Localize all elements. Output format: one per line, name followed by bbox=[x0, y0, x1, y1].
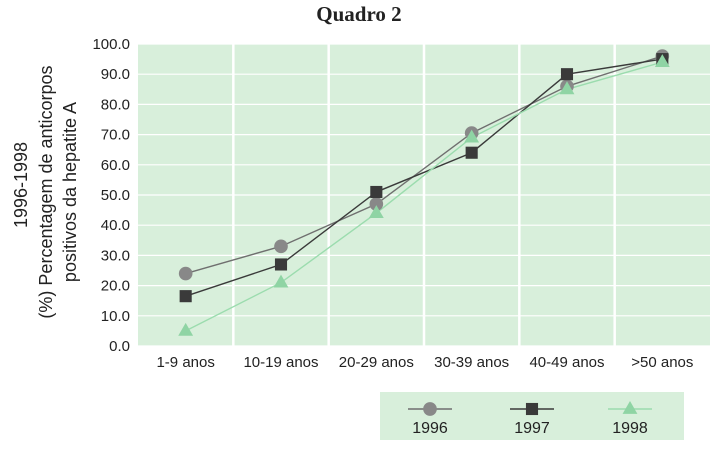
data-point-1997 bbox=[560, 68, 574, 81]
legend-marker-triangle bbox=[622, 400, 638, 414]
data-point-1997 bbox=[179, 290, 192, 303]
x-tick-label: >50 anos bbox=[631, 354, 693, 371]
y-tick-label: 30.0 bbox=[101, 247, 130, 264]
y-tick-label: 70.0 bbox=[101, 127, 130, 144]
legend-marker-square bbox=[525, 402, 539, 416]
y-tick-label: 50.0 bbox=[101, 187, 130, 204]
legend-box bbox=[380, 392, 684, 440]
y-tick-label: 0.0 bbox=[109, 338, 130, 355]
grid bbox=[138, 43, 710, 347]
data-point-1998 bbox=[559, 81, 575, 95]
y-axis-label-line-2: (%) Percentagem de anticorpos bbox=[36, 65, 56, 318]
x-tick-label: 10-19 anos bbox=[243, 354, 318, 371]
series-lines bbox=[185, 55, 663, 332]
x-tick-label: 30-39 anos bbox=[434, 354, 509, 371]
legend-item-1997: 1997 bbox=[510, 402, 554, 437]
y-axis-label-line-1: 1996-1998 bbox=[11, 142, 31, 228]
x-tick-label: 1-9 anos bbox=[156, 354, 214, 371]
series-line-1996 bbox=[185, 55, 663, 275]
data-point-1996 bbox=[369, 197, 384, 211]
y-axis-ticks: 0.0 10.0 20.0 30.0 40.0 50.0 60.0 70.0 80.0 90.0 1… bbox=[92, 36, 130, 355]
data-point-1998 bbox=[178, 322, 194, 336]
data-point-1996 bbox=[274, 239, 288, 254]
data-point-1998 bbox=[273, 274, 289, 288]
data-point-1996 bbox=[178, 266, 193, 281]
legend-label: 1997 bbox=[514, 420, 550, 437]
x-tick-label: 20-29 anos bbox=[339, 354, 414, 371]
data-point-1998 bbox=[654, 54, 670, 68]
legend-label: 1996 bbox=[412, 420, 448, 437]
legend-item-1998: 1998 bbox=[608, 400, 652, 437]
series-line-1997 bbox=[185, 58, 663, 297]
legend-label: 1998 bbox=[612, 420, 648, 437]
y-tick-label: 60.0 bbox=[101, 157, 130, 174]
data-point-1998 bbox=[368, 205, 384, 219]
y-axis-label-line-3: positivos da hepatite A bbox=[60, 102, 80, 282]
y-tick-label: 20.0 bbox=[101, 278, 130, 295]
x-tick-label: 40-49 anos bbox=[529, 354, 604, 371]
legend-marker-circle bbox=[423, 402, 437, 416]
series-markers bbox=[178, 49, 670, 336]
chart-title: Quadro 2 bbox=[316, 2, 401, 26]
legend: 1996 1997 1998 bbox=[380, 392, 684, 440]
y-tick-label: 80.0 bbox=[101, 96, 130, 113]
data-point-1997 bbox=[370, 185, 383, 199]
data-point-1998 bbox=[464, 129, 480, 143]
data-point-1997 bbox=[274, 258, 288, 271]
series-line-1998 bbox=[185, 61, 663, 332]
x-axis-ticks: 1-9 anos 10-19 anos 20-29 anos 30-39 anos 40… bbox=[156, 354, 693, 371]
y-tick-label: 100.0 bbox=[92, 36, 130, 53]
y-tick-label: 90.0 bbox=[101, 66, 130, 83]
legend-item-1996: 1996 bbox=[408, 402, 452, 437]
y-tick-label: 10.0 bbox=[101, 308, 130, 325]
data-point-1997 bbox=[465, 146, 478, 159]
y-tick-label: 40.0 bbox=[101, 217, 130, 234]
y-axis-label: 1996-1998 (%) Percentagem de anticorpos … bbox=[11, 65, 80, 318]
